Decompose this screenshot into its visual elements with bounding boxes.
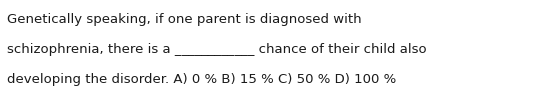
Text: developing the disorder. A) 0 % B) 15 % C) 50 % D) 100 %: developing the disorder. A) 0 % B) 15 % … [7,74,397,87]
Text: Genetically speaking, if one parent is diagnosed with: Genetically speaking, if one parent is d… [7,13,362,26]
Text: schizophrenia, there is a ____________ chance of their child also: schizophrenia, there is a ____________ c… [7,43,427,56]
